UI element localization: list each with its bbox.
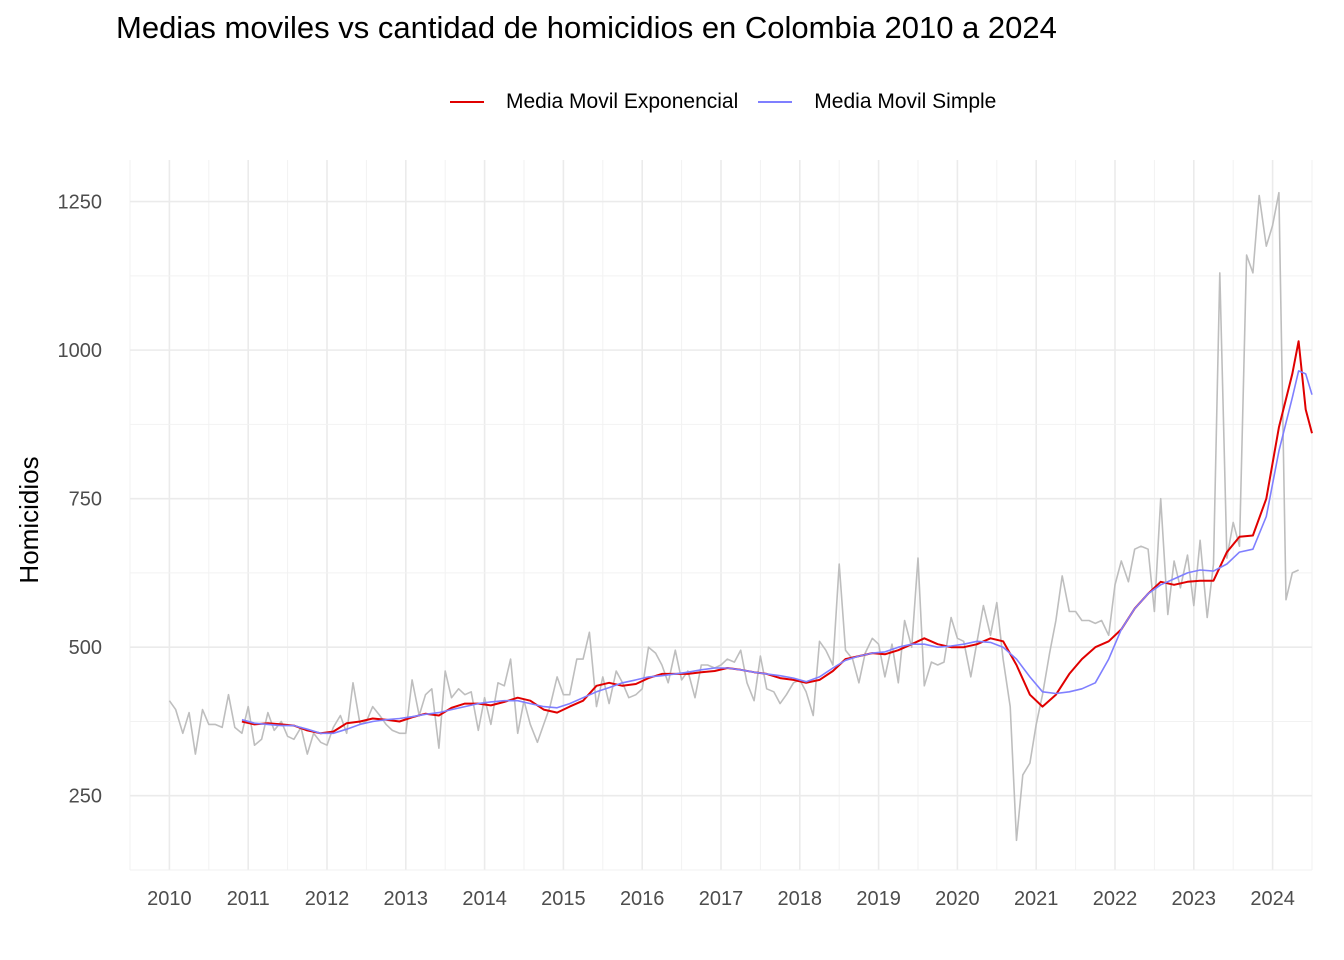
legend-label-ema: Media Movil Exponencial xyxy=(506,90,739,113)
chart-title: Medias moviles vs cantidad de homicidios… xyxy=(116,10,1057,45)
x-tick-label: 2017 xyxy=(699,888,744,910)
x-tick-label: 2011 xyxy=(227,888,270,910)
x-tick-label: 2015 xyxy=(541,888,586,910)
y-tick-label: 1250 xyxy=(58,192,103,214)
y-tick-label: 500 xyxy=(69,637,102,659)
x-tick-label: 2019 xyxy=(856,888,901,910)
x-tick-label: 2021 xyxy=(1014,888,1059,910)
x-tick-label: 2016 xyxy=(620,888,665,910)
y-tick-label: 1000 xyxy=(58,340,103,362)
grid xyxy=(129,160,1313,871)
series-layer xyxy=(168,191,1313,842)
x-tick-label: 2014 xyxy=(462,888,507,910)
y-tick-label: 250 xyxy=(69,786,102,808)
x-tick-label: 2010 xyxy=(147,888,192,910)
x-tick-label: 2018 xyxy=(778,888,823,910)
x-tick-label: 2022 xyxy=(1093,888,1138,910)
legend-label-sma: Media Movil Simple xyxy=(814,90,997,113)
x-tick-label: 2012 xyxy=(305,888,350,910)
legend-key-ema xyxy=(450,101,484,103)
y-tick-labels: 250 500 750 1000 1250 xyxy=(58,192,103,808)
y-tick-label: 750 xyxy=(69,489,102,511)
legend-item-sma: Media Movil Simple xyxy=(758,90,996,114)
x-tick-label: 2024 xyxy=(1250,888,1295,910)
x-tick-label: 2020 xyxy=(935,888,980,910)
legend-key-sma xyxy=(758,101,793,103)
y-axis-title: Homicidios xyxy=(14,456,44,583)
x-tick-label: 2013 xyxy=(384,888,429,910)
x-tick-labels: 2010 2011 2012 2013 2014 2015 2016 2017 2018 2019… xyxy=(147,888,1295,910)
x-tick-label: 2023 xyxy=(1172,888,1217,910)
legend-item-ema: Media Movil Exponencial xyxy=(450,90,738,114)
series-line-sma xyxy=(241,370,1313,735)
legend: Media Movil Exponencial Media Movil Simp… xyxy=(450,88,1016,116)
series-line-raw xyxy=(168,191,1299,842)
